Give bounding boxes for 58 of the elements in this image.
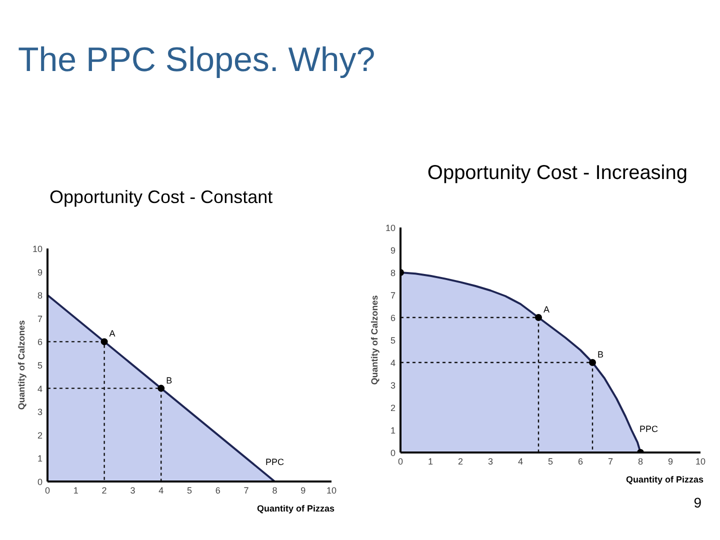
x-tick-label: 4	[518, 456, 524, 466]
x-tick-label: 0	[44, 486, 50, 496]
y-tick-label: 8	[390, 268, 396, 278]
annotation: A	[109, 328, 116, 339]
x-tick-label: 7	[244, 486, 249, 496]
y-tick-label: 1	[390, 426, 396, 436]
x-tick-label: 5	[548, 456, 554, 466]
chart-title: Opportunity Cost - Increasing	[427, 162, 688, 184]
x-tick-label: 5	[186, 486, 192, 496]
y-tick-label: 9	[390, 246, 396, 256]
x-tick-label: 3	[488, 456, 494, 466]
annotation: B	[598, 350, 604, 360]
x-axis-title: Quantity of Pizzas	[626, 474, 704, 484]
y-tick-label: 8	[37, 290, 43, 301]
x-tick-label: 2	[102, 486, 107, 496]
y-tick-label: 7	[37, 314, 43, 324]
y-tick-label: 0	[390, 448, 396, 458]
y-tick-label: 6	[37, 337, 43, 348]
y-tick-label: 3	[37, 407, 43, 418]
x-tick-label: 4	[158, 486, 164, 496]
x-tick-label: 6	[578, 456, 584, 466]
y-tick-label: 10	[32, 244, 43, 254]
y-tick-label: 0	[37, 477, 43, 487]
annotation: PPC	[640, 424, 659, 434]
chart-subtitle: Opportunity Cost - Constant	[50, 187, 273, 207]
x-tick-label: 9	[300, 486, 306, 496]
y-tick-label: 10	[385, 223, 396, 233]
y-tick-label: 3	[390, 380, 396, 390]
annotation: PPC	[266, 456, 285, 467]
x-tick-label: 2	[458, 456, 464, 466]
y-tick-label: 9	[37, 267, 43, 278]
point	[589, 359, 596, 366]
chart-title: The PPC Slopes. Why?	[18, 40, 376, 81]
x-tick-label: 9	[668, 456, 674, 466]
x-tick-label: 10	[326, 486, 337, 496]
x-tick-label: 7	[608, 456, 614, 466]
y-tick-label: 4	[37, 384, 43, 394]
x-tick-label: 6	[215, 486, 220, 496]
y-tick-label: 5	[390, 336, 396, 346]
annotation: B	[166, 375, 172, 386]
y-axis-title: Quantity of Calzones	[16, 320, 26, 410]
y-tick-label: 7	[390, 290, 396, 300]
y-tick-label: 4	[390, 358, 396, 368]
x-tick-label: 8	[272, 486, 278, 496]
x-axis-title: Quantity of Pizzas	[256, 504, 335, 514]
annotation: A	[544, 304, 550, 314]
y-tick-label: 2	[37, 430, 43, 440]
x-tick-label: 0	[398, 456, 404, 466]
y-tick-label: 2	[390, 403, 396, 413]
x-tick-label: 8	[638, 456, 644, 466]
x-tick-label: 3	[130, 486, 136, 496]
x-tick-label: 10	[695, 456, 706, 466]
x-tick-label: 1	[73, 486, 78, 496]
point	[535, 314, 542, 321]
x-tick-label: 1	[428, 456, 434, 466]
y-tick-label: 5	[37, 360, 43, 370]
y-tick-label: 6	[390, 313, 396, 323]
y-axis-title: Quantity of Calzones	[369, 295, 380, 385]
